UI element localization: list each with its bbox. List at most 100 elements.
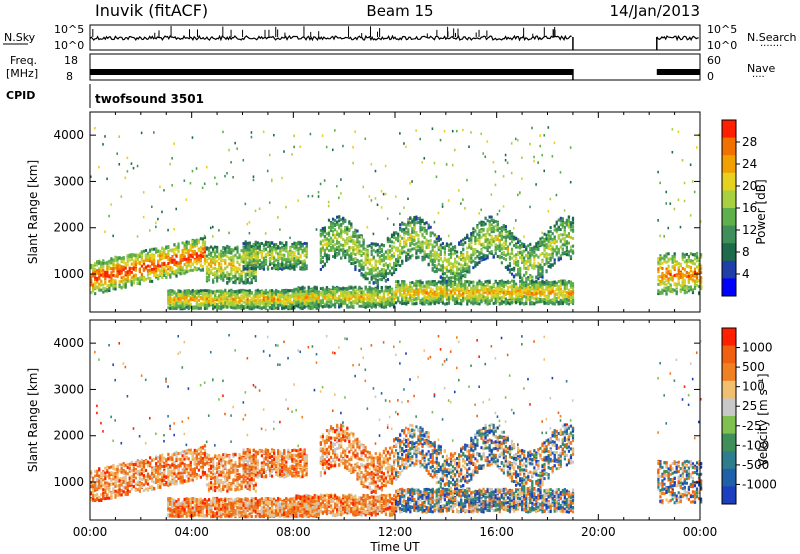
range-time-cell	[425, 240, 428, 244]
nave-label: Nave	[747, 62, 775, 75]
range-time-cell	[275, 292, 278, 296]
range-time-cell	[458, 267, 461, 271]
range-time-cell	[256, 291, 259, 295]
range-time-cell	[96, 263, 99, 267]
range-time-cell	[323, 304, 327, 308]
range-time-cell	[177, 266, 180, 270]
range-time-cell	[291, 258, 294, 262]
range-time-cell	[425, 245, 428, 249]
range-time-cell	[159, 253, 162, 257]
range-time-cell	[116, 267, 119, 271]
range-time-cell	[169, 300, 172, 304]
range-time-cell	[114, 259, 117, 263]
range-time-cell	[301, 293, 304, 297]
range-time-cell	[228, 276, 231, 280]
range-time-cell	[443, 253, 446, 257]
range-time-cell	[242, 267, 245, 271]
range-time-cell	[348, 286, 351, 290]
range-time-cell	[244, 254, 247, 258]
range-time-cell	[238, 279, 241, 283]
range-time-cell	[352, 288, 355, 292]
range-time-cell	[167, 295, 170, 299]
range-time-cell	[212, 256, 215, 260]
range-time-cell	[195, 241, 198, 245]
range-time-cell	[218, 295, 221, 299]
range-time-cell	[435, 295, 438, 299]
range-time-cell	[382, 255, 385, 259]
range-time-cell	[372, 248, 375, 252]
range-time-cell	[368, 195, 371, 198]
range-time-cell	[220, 289, 223, 293]
range-time-cell	[246, 291, 249, 295]
range-time-cell	[151, 261, 154, 265]
range-time-cell	[281, 304, 284, 308]
range-time-cell	[277, 252, 280, 256]
range-time-cell	[368, 290, 371, 294]
range-time-cell	[285, 263, 288, 267]
range-time-cell	[246, 266, 249, 270]
range-time-cell	[368, 295, 371, 299]
range-time-cell	[126, 277, 129, 281]
range-time-cell	[384, 297, 388, 301]
range-time-cell	[289, 248, 292, 252]
range-time-cell	[266, 265, 270, 269]
range-time-cell	[293, 262, 296, 266]
range-time-cell	[368, 304, 371, 308]
range-time-cell	[415, 279, 418, 283]
range-time-cell	[327, 218, 331, 222]
range-time-cell	[382, 271, 385, 275]
range-time-cell	[112, 234, 114, 238]
range-time-cell	[205, 265, 209, 269]
range-time-cell	[98, 261, 101, 265]
range-time-cell	[279, 296, 282, 300]
range-time-cell	[456, 301, 459, 305]
range-time-cell	[368, 298, 371, 302]
range-time-cell	[112, 278, 115, 282]
range-time-cell	[189, 292, 192, 296]
range-time-cell	[449, 262, 453, 266]
range-time-cell	[336, 287, 339, 291]
range-time-cell	[397, 283, 400, 287]
range-time-cell	[275, 250, 278, 254]
range-time-cell	[334, 222, 337, 226]
range-time-cell	[399, 283, 402, 287]
range-time-cell	[212, 261, 215, 265]
range-time-cell	[281, 265, 284, 269]
range-time-cell	[189, 247, 192, 251]
range-time-cell	[110, 279, 113, 283]
range-time-cell	[411, 227, 414, 231]
range-time-cell	[350, 235, 353, 239]
range-time-cell	[447, 299, 451, 303]
range-time-cell	[384, 274, 388, 278]
range-time-cell	[248, 221, 251, 224]
range-time-cell	[327, 292, 331, 296]
range-time-cell	[191, 268, 194, 272]
range-time-cell	[157, 277, 160, 281]
range-time-cell	[372, 290, 375, 294]
range-time-cell	[177, 250, 180, 254]
range-time-cell	[399, 287, 402, 291]
range-time-cell	[366, 260, 369, 264]
range-time-cell	[266, 241, 270, 245]
range-time-cell	[449, 279, 453, 283]
range-time-cell	[368, 268, 371, 272]
range-time-cell	[456, 294, 459, 298]
range-time-cell	[309, 305, 312, 309]
range-time-cell	[370, 246, 373, 250]
range-time-cell	[376, 274, 379, 278]
range-time-cell	[148, 271, 152, 275]
range-time-cell	[350, 246, 353, 250]
range-time-cell	[218, 298, 221, 302]
range-time-cell	[285, 291, 288, 295]
range-time-cell	[358, 296, 361, 300]
range-time-cell	[94, 276, 97, 280]
range-time-cell	[175, 297, 178, 301]
range-time-cell	[413, 302, 416, 306]
range-time-cell	[336, 215, 339, 219]
range-time-cell	[252, 254, 255, 258]
range-time-cell	[380, 243, 383, 247]
range-time-cell	[209, 264, 213, 268]
range-time-cell	[413, 292, 416, 296]
range-time-cell	[252, 178, 255, 182]
range-time-cell	[313, 285, 316, 289]
